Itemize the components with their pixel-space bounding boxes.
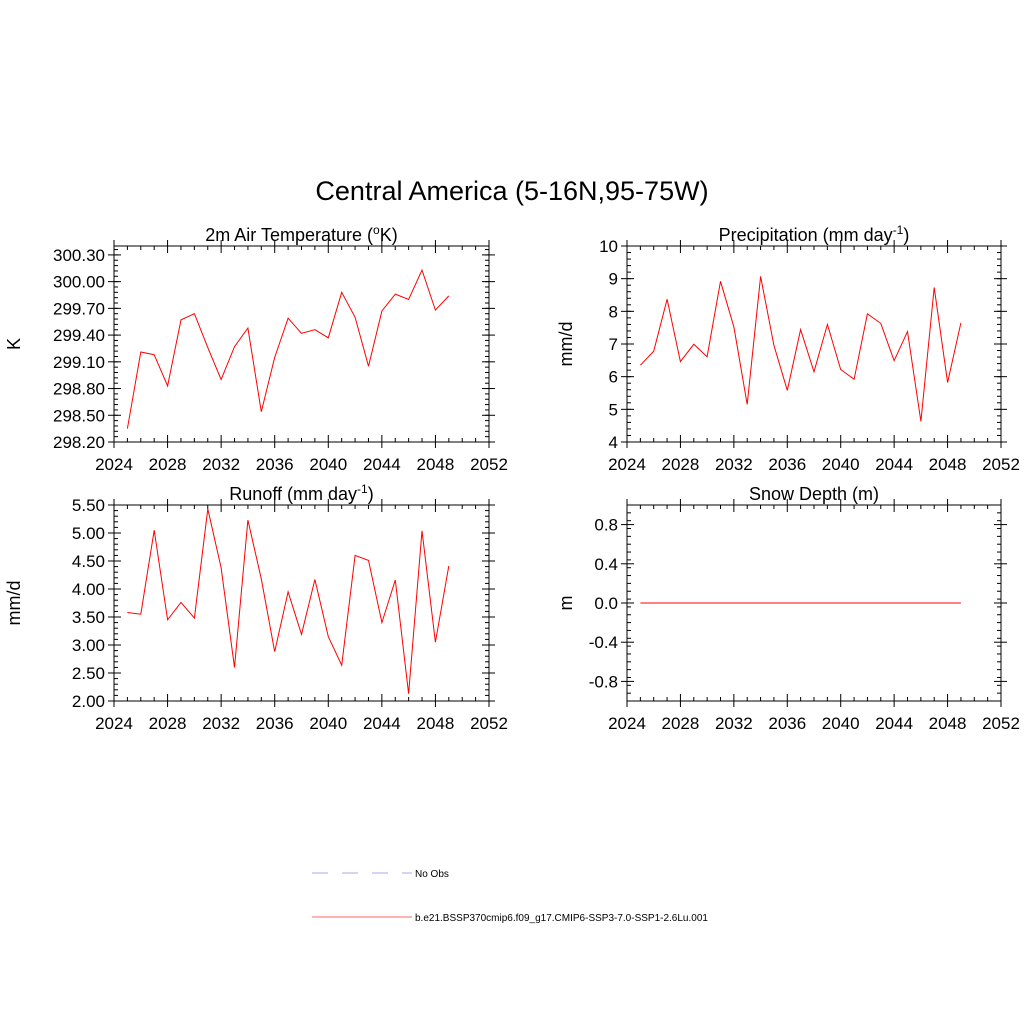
plot-frame (626, 504, 1002, 702)
x-tick-label: 2052 (982, 455, 1020, 474)
x-tick-label: 2028 (662, 714, 700, 733)
x-tick-label: 2032 (715, 455, 753, 474)
panel-title: Snow Depth (m) (749, 484, 879, 504)
panel-title-suffix: K) (380, 225, 398, 245)
y-tick-label: 299.10 (53, 353, 105, 372)
y-tick-label: 3.00 (72, 636, 105, 655)
x-tick-label: 2044 (363, 455, 401, 474)
panel-title-suffix: ) (903, 225, 909, 245)
x-tick-label: 2044 (363, 714, 401, 733)
x-tick-label: 2036 (256, 714, 294, 733)
panel-precipitation: Precipitation (mm day-1) 2024 2028 2032 2036… (556, 223, 1020, 474)
y-tick-label: 4.50 (72, 552, 105, 571)
x-tick-label: 2040 (822, 455, 860, 474)
x-tick-label: 2028 (662, 455, 700, 474)
panels: 2m Air Temperature (oK)2024 2028 2032 2036 2… (4, 223, 1020, 733)
y-tick-label: 298.80 (53, 380, 105, 399)
panel-title-superscript: o (373, 223, 380, 237)
x-tick-label: 2032 (202, 714, 240, 733)
y-tick-label: 4.00 (72, 580, 105, 599)
panel-runoff: Runoff (mm day-1) 2024 2028 2032 2036 2040 204… (4, 482, 508, 733)
y-tick-label: -0.4 (589, 633, 618, 652)
x-tick-label: 2024 (95, 455, 133, 474)
y-axis-label: mm/d (4, 581, 24, 626)
x-tick-label: 2044 (875, 714, 913, 733)
y-tick-label: -0.8 (589, 672, 618, 691)
y-axis-label: K (4, 338, 24, 350)
y-tick-label: 0.8 (594, 516, 618, 535)
panel-title-main: 2m Air Temperature ( (205, 225, 373, 245)
panel-snow-depth: Snow Depth (m) 2024 2028 2032 2036 2040 2044 20… (556, 484, 1020, 733)
y-tick-label: 298.50 (53, 406, 105, 425)
x-tick-label: 2052 (982, 714, 1020, 733)
series-line (127, 508, 450, 694)
y-tick-label: 9 (609, 270, 618, 289)
legend: No Obs b.e21.BSSP370cmip6.f09_g17.CMIP6-… (312, 869, 708, 924)
x-tick-label: 2048 (929, 455, 967, 474)
panel-title-main: Snow Depth (m) (749, 484, 879, 504)
series-line (640, 276, 962, 422)
x-tick-label: 2036 (768, 714, 806, 733)
plot-frame (626, 245, 1002, 443)
x-tick-label: 2044 (875, 455, 913, 474)
x-tick-label: 2036 (256, 455, 294, 474)
y-tick-label: 299.70 (53, 299, 105, 318)
x-tick-label: 2052 (470, 455, 508, 474)
y-tick-label: 5 (609, 400, 618, 419)
x-tick-label: 2048 (417, 455, 455, 474)
panel-title-superscript: -1 (357, 482, 368, 496)
legend-label-no-obs: No Obs (415, 869, 449, 880)
y-tick-label: 5.00 (72, 524, 105, 543)
panel-title-suffix: ) (368, 484, 374, 504)
panel-air-temperature: 2m Air Temperature (oK) 2024 2028 2032 2036 2… (4, 223, 508, 474)
panel-title: Runoff (mm day-1) (229, 482, 373, 504)
y-tick-label: 2.50 (72, 664, 105, 683)
figure-title: Central America (5-16N,95-75W) (315, 176, 708, 206)
y-tick-label: 10 (599, 237, 618, 256)
x-tick-label: 2052 (470, 714, 508, 733)
x-tick-label: 2040 (822, 714, 860, 733)
y-tick-label: 300.30 (53, 246, 105, 265)
x-tick-label: 2040 (309, 455, 347, 474)
x-tick-label: 2036 (768, 455, 806, 474)
plot-frame (113, 504, 490, 702)
x-tick-label: 2048 (417, 714, 455, 733)
panel-title-main: Runoff (mm day (229, 484, 357, 504)
x-tick-label: 2024 (608, 714, 646, 733)
panel-title: 2m Air Temperature (oK) (205, 223, 397, 245)
y-tick-label: 3.50 (72, 608, 105, 627)
y-tick-label: 6 (609, 368, 618, 387)
y-tick-label: 0.0 (594, 594, 618, 613)
y-tick-label: 5.50 (72, 496, 105, 515)
x-tick-label: 2024 (95, 714, 133, 733)
plot-frame (113, 245, 490, 443)
y-tick-label: 4 (609, 433, 618, 452)
x-tick-label: 2024 (608, 455, 646, 474)
series-line (126, 268, 450, 429)
x-tick-label: 2028 (149, 714, 187, 733)
y-tick-label: 7 (609, 335, 618, 354)
panel-title: Precipitation (mm day-1) (719, 223, 910, 245)
y-axis-label: mm/d (556, 322, 576, 367)
y-tick-label: 299.40 (53, 326, 105, 345)
x-tick-label: 2032 (202, 455, 240, 474)
y-tick-label: 300.00 (53, 273, 105, 292)
x-tick-label: 2048 (929, 714, 967, 733)
y-tick-label: 0.4 (594, 555, 618, 574)
y-tick-label: 298.20 (53, 433, 105, 452)
y-tick-label: 8 (609, 302, 618, 321)
y-axis-label: m (556, 596, 576, 611)
x-tick-label: 2028 (149, 455, 187, 474)
x-tick-label: 2040 (309, 714, 347, 733)
panel-title-main: Precipitation (mm day (719, 225, 893, 245)
panel-title-superscript: -1 (893, 223, 904, 237)
legend-label-model: b.e21.BSSP370cmip6.f09_g17.CMIP6-SSP3-7.… (415, 913, 708, 924)
x-tick-label: 2032 (715, 714, 753, 733)
y-tick-label: 2.00 (72, 692, 105, 711)
